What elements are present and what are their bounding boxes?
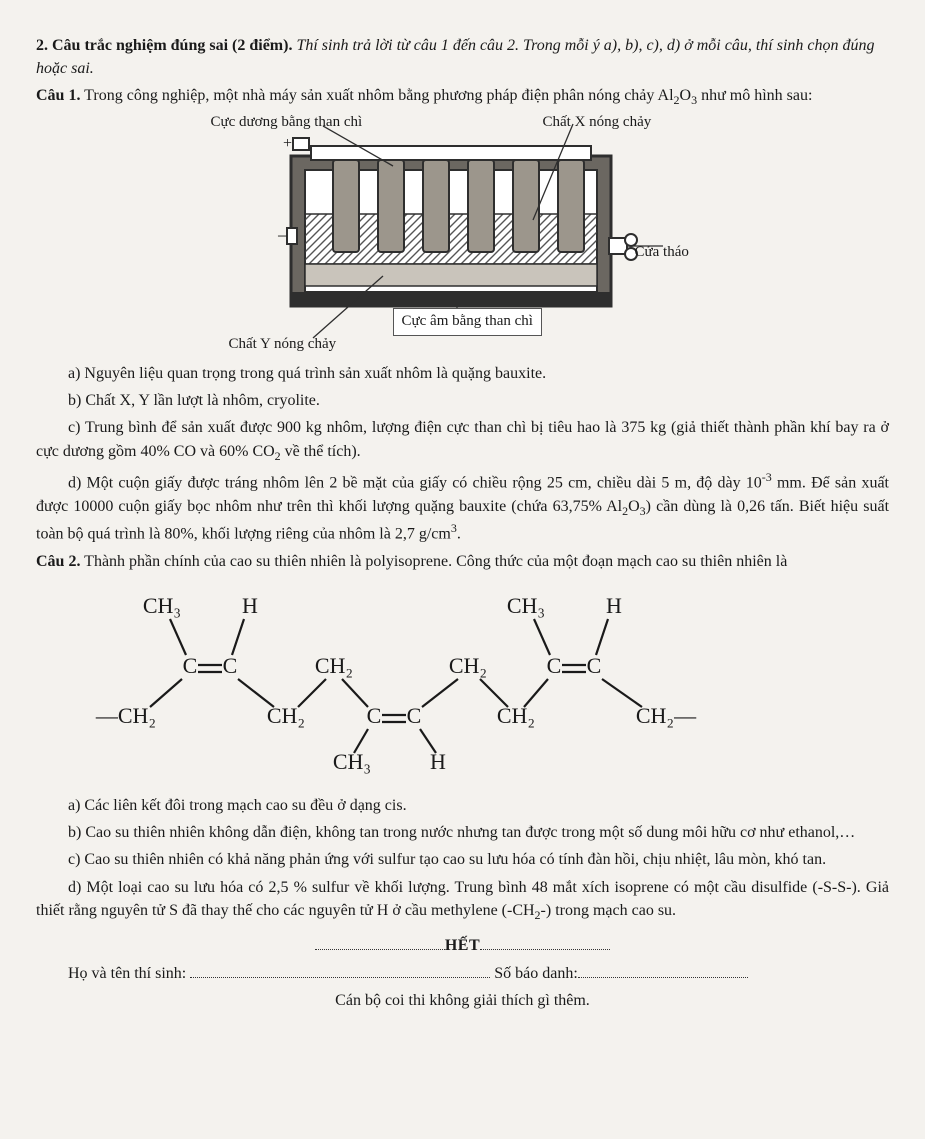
mol-c: C: [407, 703, 422, 728]
q1-c-2: về thể tích).: [281, 443, 361, 460]
end-marker: HẾT: [36, 934, 889, 957]
electrolysis-diagram: Cực dương bằng than chì Chất X nóng chảy…: [233, 116, 693, 352]
q2-d-1: d) Một loại cao su lưu hóa có 2,5 % sulf…: [36, 879, 889, 919]
diagram-label-anode: Cực dương bằng than chì: [211, 112, 363, 134]
diagram-label-cathode: Cực âm bằng than chì: [393, 308, 542, 336]
q2-c: c) Cao su thiên nhiên có khả năng phản ứ…: [36, 848, 889, 871]
mol-ch2: CH₂: [315, 653, 353, 678]
svg-text:−: −: [277, 226, 287, 246]
mol-c: C: [183, 653, 198, 678]
mol-h: H: [606, 593, 622, 618]
het-text: HẾT: [445, 937, 480, 954]
signature-line: Họ và tên thí sinh: Số báo danh:: [36, 962, 889, 985]
mol-c: C: [547, 653, 562, 678]
q1-text-2: như mô hình sau:: [697, 87, 812, 104]
q1-d-1: d) Một cuộn giấy được tráng nhôm lên 2 b…: [68, 474, 762, 491]
q2-stem: Câu 2. Thành phần chính của cao su thiên…: [36, 550, 889, 573]
q2-b-text: b) Cao su thiên nhiên không dẫn điện, kh…: [68, 824, 855, 841]
section2-heading: 2. Câu trắc nghiệm đúng sai (2 điểm). Th…: [36, 34, 889, 80]
invigilator-note: Cán bộ coi thi không giải thích gì thêm.: [36, 989, 889, 1012]
mol-c: C: [587, 653, 602, 678]
mol-ch3: CH₃: [143, 593, 181, 618]
mol-ch2-end-right: CH₂—: [636, 703, 697, 728]
molecule-svg: CH₃ H C C —CH₂ CH₂ CH₂ C C CH₃ H CH₂ CH₂…: [90, 585, 730, 775]
q1-d-sub2a: 2: [622, 504, 628, 518]
section2-title: 2. Câu trắc nghiệm đúng sai (2 điểm).: [36, 37, 292, 54]
q1-d: d) Một cuộn giấy được tráng nhôm lên 2 b…: [36, 469, 889, 546]
mol-ch3: CH₃: [507, 593, 545, 618]
name-label: Họ và tên thí sinh:: [68, 965, 190, 982]
code-label: Số báo danh:: [494, 965, 578, 982]
q2-d: d) Một loại cao su lưu hóa có 2,5 % sulf…: [36, 876, 889, 925]
q1-b: b) Chất X, Y lần lượt là nhôm, cryolite.: [36, 389, 889, 412]
code-field[interactable]: [578, 962, 748, 977]
mol-ch3: CH₃: [333, 749, 371, 774]
q1-stem: Câu 1. Trong công nghiệp, một nhà máy sả…: [36, 84, 889, 110]
mol-h: H: [242, 593, 258, 618]
q2-text: Thành phần chính của cao su thiên nhiên …: [84, 553, 787, 570]
q1-c: c) Trung bình để sản xuất được 900 kg nh…: [36, 416, 889, 465]
name-field[interactable]: [190, 962, 490, 977]
svg-text:+: +: [283, 135, 292, 152]
diagram-label-y: Chất Y nóng chảy: [229, 334, 337, 356]
q1-al-sub: 2: [674, 94, 680, 108]
diagram-label-x: Chất X nóng chảy: [543, 112, 652, 134]
q2-head: Câu 2.: [36, 553, 80, 570]
q2-d-2: -) trong mạch cao su.: [541, 902, 677, 919]
q1-d-sup: -3: [762, 470, 772, 484]
q1-c-1: c) Trung bình để sản xuất được 900 kg nh…: [36, 419, 889, 459]
mol-h: H: [430, 749, 446, 774]
q1-head: Câu 1.: [36, 87, 80, 104]
q1-a: a) Nguyên liệu quan trọng trong quá trìn…: [36, 362, 889, 385]
mol-ch2: CH₂: [449, 653, 487, 678]
q2-a: a) Các liên kết đôi trong mạch cao su đề…: [36, 794, 889, 817]
q2-b: b) Cao su thiên nhiên không dẫn điện, kh…: [36, 821, 889, 844]
q2-c-text: c) Cao su thiên nhiên có khả năng phản ứ…: [68, 851, 826, 868]
mol-ch2-end-left: —CH₂: [95, 703, 156, 728]
q1-d-4: .: [457, 526, 461, 543]
diagram-label-outlet: Cửa tháo: [635, 242, 689, 264]
q1-text-1: Trong công nghiệp, một nhà máy sản xuất …: [84, 87, 673, 104]
mol-c: C: [367, 703, 382, 728]
mol-c: C: [223, 653, 238, 678]
polyisoprene-structure: CH₃ H C C —CH₂ CH₂ CH₂ C C CH₃ H CH₂ CH₂…: [90, 585, 730, 782]
mol-ch2: CH₂: [497, 703, 535, 728]
